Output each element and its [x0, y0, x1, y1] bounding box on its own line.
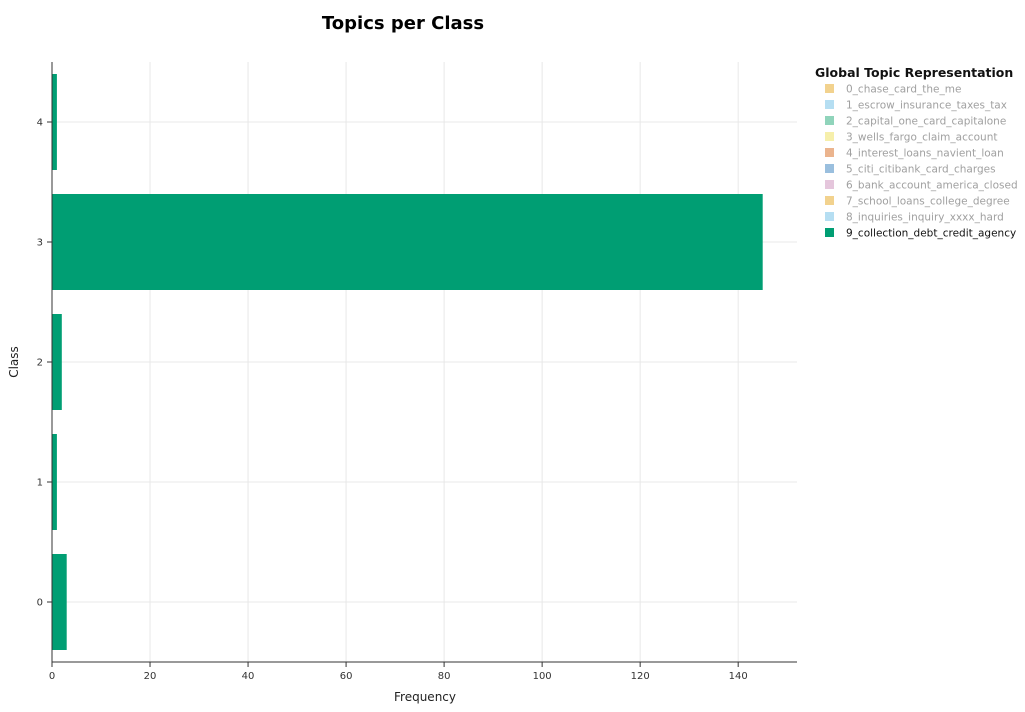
legend-swatch [825, 164, 834, 173]
legend-swatch [825, 228, 834, 237]
legend-swatch [825, 148, 834, 157]
x-tick-label: 0 [49, 671, 55, 682]
legend-label: 9_collection_debt_credit_agency [846, 228, 1016, 240]
y-tick-label: 2 [37, 358, 43, 369]
x-tick-label: 120 [631, 671, 650, 682]
legend-item[interactable]: 3_wells_fargo_claim_account [825, 132, 998, 144]
legend-item[interactable]: 8_inquiries_inquiry_xxxx_hard [825, 212, 1004, 224]
legend-swatch [825, 100, 834, 109]
bar-class-4[interactable] [52, 74, 57, 170]
x-tick-label: 40 [242, 671, 255, 682]
legend-swatch [825, 180, 834, 189]
x-axis-title: Frequency [394, 690, 456, 704]
x-tick-label: 100 [533, 671, 552, 682]
legend-item[interactable]: 0_chase_card_the_me [825, 84, 961, 96]
legend-item[interactable]: 9_collection_debt_credit_agency [825, 228, 1016, 240]
legend-swatch [825, 212, 834, 221]
x-tick-label: 140 [729, 671, 748, 682]
y-axis-title: Class [7, 346, 21, 378]
legend-swatch [825, 132, 834, 141]
legend-swatch [825, 84, 834, 93]
bar-class-0[interactable] [52, 554, 67, 650]
legend-title: Global Topic Representation [815, 65, 1013, 80]
y-axis-ticks: 0 1 2 3 4 [37, 118, 52, 609]
bar-class-1[interactable] [52, 434, 57, 530]
x-tick-label: 20 [144, 671, 157, 682]
legend-item[interactable]: 2_capital_one_card_capitalone [825, 116, 1006, 128]
legend-label: 3_wells_fargo_claim_account [846, 132, 998, 144]
bars[interactable] [52, 74, 763, 650]
legend-label: 1_escrow_insurance_taxes_tax [846, 100, 1007, 112]
legend-item[interactable]: 6_bank_account_america_closed [825, 180, 1018, 192]
legend-item[interactable]: 5_citi_citibank_card_charges [825, 164, 996, 176]
legend-swatch [825, 116, 834, 125]
legend-item[interactable]: 4_interest_loans_navient_loan [825, 148, 1004, 160]
legend-item[interactable]: 7_school_loans_college_degree [825, 196, 1010, 208]
x-tick-label: 60 [340, 671, 353, 682]
x-axis-ticks: 0 20 40 60 80 100 120 140 [49, 662, 748, 682]
grid-lines [52, 62, 797, 662]
legend-label: 4_interest_loans_navient_loan [846, 148, 1004, 160]
legend-swatch [825, 196, 834, 205]
y-tick-label: 3 [37, 238, 43, 249]
x-tick-label: 80 [438, 671, 451, 682]
legend-label: 7_school_loans_college_degree [846, 196, 1010, 208]
legend-label: 5_citi_citibank_card_charges [846, 164, 996, 176]
legend-label: 8_inquiries_inquiry_xxxx_hard [846, 212, 1004, 224]
y-tick-label: 1 [37, 478, 43, 489]
legend-item[interactable]: 1_escrow_insurance_taxes_tax [825, 100, 1007, 112]
y-tick-label: 4 [37, 118, 43, 129]
chart-title: Topics per Class [322, 13, 484, 34]
bar-class-3[interactable] [52, 194, 763, 290]
legend-label: 0_chase_card_the_me [846, 84, 961, 96]
legend: Global Topic Representation 0_chase_card… [815, 65, 1018, 240]
y-tick-label: 0 [37, 598, 43, 609]
legend-label: 6_bank_account_america_closed [846, 180, 1018, 192]
legend-items: 0_chase_card_the_me 1_escrow_insurance_ta… [825, 84, 1018, 240]
legend-label: 2_capital_one_card_capitalone [846, 116, 1006, 128]
bar-class-2[interactable] [52, 314, 62, 410]
